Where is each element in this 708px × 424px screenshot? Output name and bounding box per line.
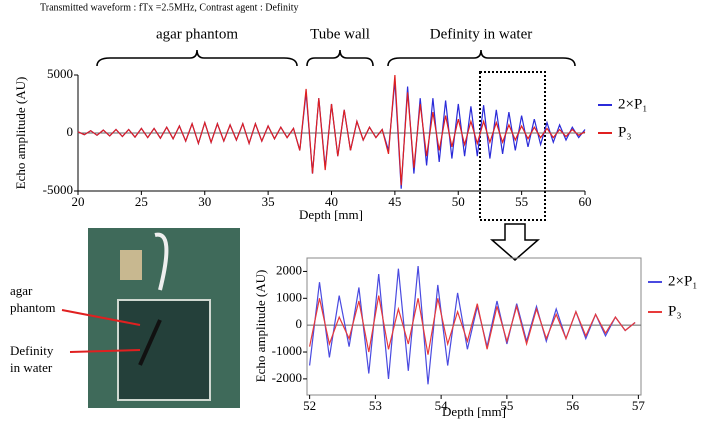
- x-axis-label: Depth [mm]: [299, 207, 363, 222]
- plot-frame: [306, 257, 642, 396]
- tube: [138, 319, 162, 366]
- y-tick-label: 0: [296, 316, 303, 331]
- x-tick-label: 40: [325, 194, 338, 209]
- annotation: agar phantom: [156, 26, 238, 42]
- y-tick-label: 2000: [276, 262, 302, 277]
- pointer: [69, 349, 141, 353]
- y-tick-label: -2000: [272, 370, 302, 385]
- series-line: [77, 80, 586, 189]
- photo: [88, 228, 240, 408]
- x-tick-label: 25: [135, 194, 148, 209]
- zoom-box: [479, 71, 546, 221]
- header: Transmitted waveform : fTx =2.5MHz, Cont…: [40, 2, 299, 13]
- cable: [154, 232, 169, 291]
- annotation: Tube wall: [310, 26, 370, 42]
- x-tick-label: 56: [566, 398, 580, 413]
- arrow: [489, 223, 541, 261]
- brace: [306, 49, 374, 67]
- x-tick-label: 52: [303, 398, 316, 413]
- y-axis-label: Echo amplitude (AU): [253, 270, 268, 383]
- braces: [96, 49, 576, 67]
- y-tick-label: 0: [67, 124, 74, 139]
- legend-label: 2×P₁: [618, 96, 648, 112]
- series-line: [309, 295, 636, 355]
- x-axis-label: Depth [mm]: [442, 404, 506, 419]
- y-tick-label: 5000: [47, 66, 73, 81]
- x-tick-label: 30: [198, 194, 211, 209]
- brace: [96, 49, 298, 67]
- legend-label: P₃: [618, 124, 632, 140]
- y-tick-label: -5000: [43, 182, 73, 197]
- x-tick-label: 45: [388, 194, 401, 209]
- series-line: [77, 74, 586, 186]
- photo-label: Definity: [10, 343, 54, 358]
- brace: [387, 49, 576, 67]
- x-tick-label: 55: [515, 194, 528, 209]
- photo-label: phantom: [10, 300, 56, 315]
- photo-label: in water: [10, 360, 53, 375]
- x-tick-label: 60: [579, 194, 592, 209]
- x-tick-label: 55: [500, 398, 513, 413]
- x-tick-label: 54: [435, 398, 449, 413]
- y-tick-label: -1000: [272, 343, 302, 358]
- pointer: [61, 309, 141, 326]
- x-tick-label: 57: [632, 398, 646, 413]
- annotation: Definity in water: [430, 26, 532, 42]
- probe: [120, 250, 142, 280]
- y-axis-label: Echo amplitude (AU): [13, 77, 28, 190]
- x-tick-label: 50: [452, 194, 465, 209]
- y-tick-label: 1000: [276, 289, 302, 304]
- photo-label: agar: [10, 283, 33, 298]
- legend-label: P₃: [668, 303, 682, 319]
- legend-label: 2×P₁: [668, 273, 698, 289]
- x-tick-label: 20: [72, 194, 85, 209]
- x-tick-label: 35: [262, 194, 275, 209]
- x-tick-label: 53: [369, 398, 382, 413]
